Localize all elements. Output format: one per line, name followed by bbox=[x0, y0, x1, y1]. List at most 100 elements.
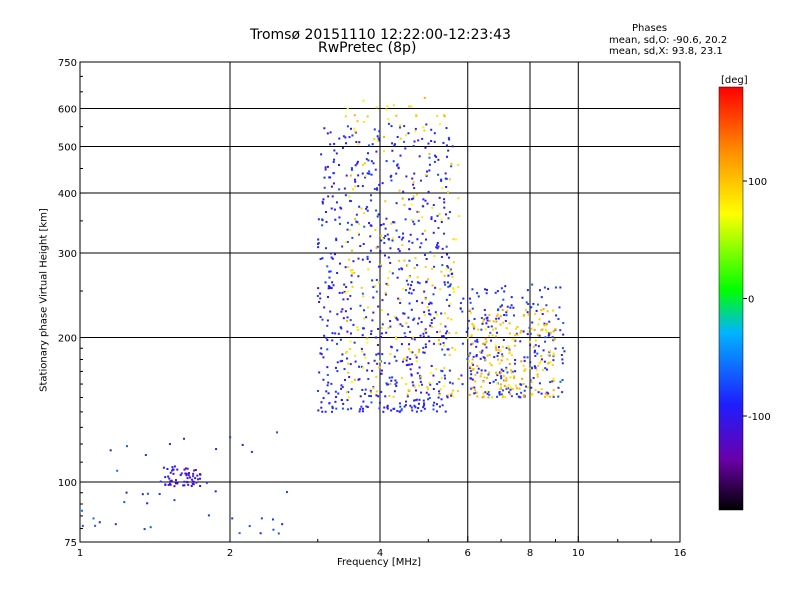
scatter-point bbox=[412, 197, 415, 200]
scatter-point bbox=[473, 317, 476, 320]
scatter-point bbox=[484, 342, 487, 345]
scatter-point bbox=[422, 198, 425, 201]
scatter-point bbox=[429, 383, 432, 386]
scatter-point bbox=[364, 388, 367, 391]
scatter-point bbox=[407, 325, 410, 328]
scatter-point bbox=[542, 308, 545, 311]
scatter-point bbox=[530, 306, 533, 309]
scatter-point bbox=[476, 292, 479, 295]
scatter-point bbox=[535, 309, 538, 312]
scatter-point bbox=[436, 242, 439, 245]
scatter-point bbox=[413, 172, 416, 175]
scatter-point bbox=[559, 329, 562, 332]
scatter-point bbox=[194, 468, 197, 471]
scatter-point bbox=[471, 368, 474, 371]
scatter-point bbox=[330, 185, 333, 188]
scatter-point bbox=[366, 255, 369, 258]
scatter-point bbox=[171, 469, 174, 472]
scatter-point bbox=[502, 375, 505, 378]
scatter-point bbox=[442, 341, 445, 344]
scatter-point bbox=[526, 356, 529, 359]
scatter-point bbox=[470, 373, 473, 376]
scatter-point bbox=[424, 298, 427, 301]
scatter-point bbox=[360, 286, 363, 289]
scatter-point bbox=[380, 239, 383, 242]
scatter-point bbox=[488, 314, 491, 317]
scatter-point bbox=[436, 382, 439, 385]
scatter-point bbox=[500, 375, 503, 378]
scatter-point bbox=[450, 162, 453, 165]
scatter-point bbox=[466, 358, 469, 361]
scatter-point bbox=[164, 483, 167, 486]
scatter-point bbox=[443, 232, 446, 235]
scatter-point bbox=[432, 404, 435, 407]
scatter-point bbox=[476, 371, 479, 374]
scatter-point bbox=[399, 323, 402, 326]
scatter-point bbox=[510, 304, 513, 307]
scatter-point bbox=[428, 163, 431, 166]
scatter-point bbox=[508, 363, 511, 366]
scatter-point bbox=[522, 394, 525, 397]
scatter-point bbox=[386, 284, 389, 287]
scatter-point bbox=[350, 167, 353, 170]
scatter-point bbox=[408, 240, 411, 243]
scatter-point bbox=[361, 334, 364, 337]
scatter-point bbox=[338, 137, 341, 140]
scatter-point bbox=[510, 395, 513, 398]
scatter-point bbox=[376, 187, 379, 190]
scatter-point bbox=[392, 104, 395, 107]
scatter-point bbox=[408, 198, 411, 201]
scatter-point bbox=[395, 359, 398, 362]
scatter-point bbox=[409, 350, 412, 353]
scatter-point bbox=[491, 334, 494, 337]
scatter-point bbox=[187, 474, 190, 477]
scatter-point bbox=[425, 257, 428, 260]
scatter-point bbox=[402, 190, 405, 193]
scatter-point bbox=[324, 211, 327, 214]
scatter-point bbox=[372, 162, 375, 165]
scatter-point bbox=[554, 347, 557, 350]
scatter-point bbox=[467, 319, 470, 322]
scatter-point bbox=[341, 291, 344, 294]
scatter-point bbox=[508, 349, 511, 352]
scatter-point bbox=[431, 206, 434, 209]
scatter-point bbox=[450, 273, 453, 276]
scatter-point bbox=[391, 239, 394, 242]
scatter-point bbox=[418, 384, 421, 387]
scatter-point bbox=[482, 392, 485, 395]
scatter-point bbox=[452, 395, 455, 398]
scatter-point bbox=[331, 410, 334, 413]
scatter-point bbox=[381, 299, 384, 302]
scatter-point bbox=[495, 349, 498, 352]
scatter-point bbox=[501, 353, 504, 356]
scatter-point bbox=[493, 356, 496, 359]
scatter-point bbox=[448, 304, 451, 307]
scatter-point bbox=[411, 280, 414, 283]
scatter-point bbox=[400, 376, 403, 379]
scatter-point bbox=[441, 264, 444, 267]
scatter-point bbox=[498, 372, 501, 375]
scatter-point bbox=[333, 253, 336, 256]
scatter-point bbox=[334, 366, 337, 369]
scatter-point bbox=[444, 377, 447, 380]
scatter-point bbox=[344, 115, 347, 118]
scatter-point bbox=[518, 396, 521, 399]
scatter-point bbox=[405, 322, 408, 325]
scatter-point bbox=[346, 330, 349, 333]
scatter-point bbox=[557, 318, 560, 321]
scatter-point bbox=[557, 395, 560, 398]
scatter-point bbox=[405, 364, 408, 367]
scatter-point bbox=[435, 246, 438, 249]
scatter-point bbox=[109, 449, 112, 452]
scatter-point bbox=[479, 357, 482, 360]
scatter-point bbox=[498, 391, 501, 394]
scatter-point bbox=[370, 391, 373, 394]
scatter-point bbox=[272, 518, 275, 521]
scatter-point bbox=[369, 224, 372, 227]
scatter-point bbox=[391, 376, 394, 379]
scatter-point bbox=[372, 285, 375, 288]
scatter-point bbox=[377, 395, 380, 398]
scatter-point bbox=[428, 303, 431, 306]
scatter-point bbox=[554, 286, 557, 289]
scatter-point bbox=[357, 185, 360, 188]
